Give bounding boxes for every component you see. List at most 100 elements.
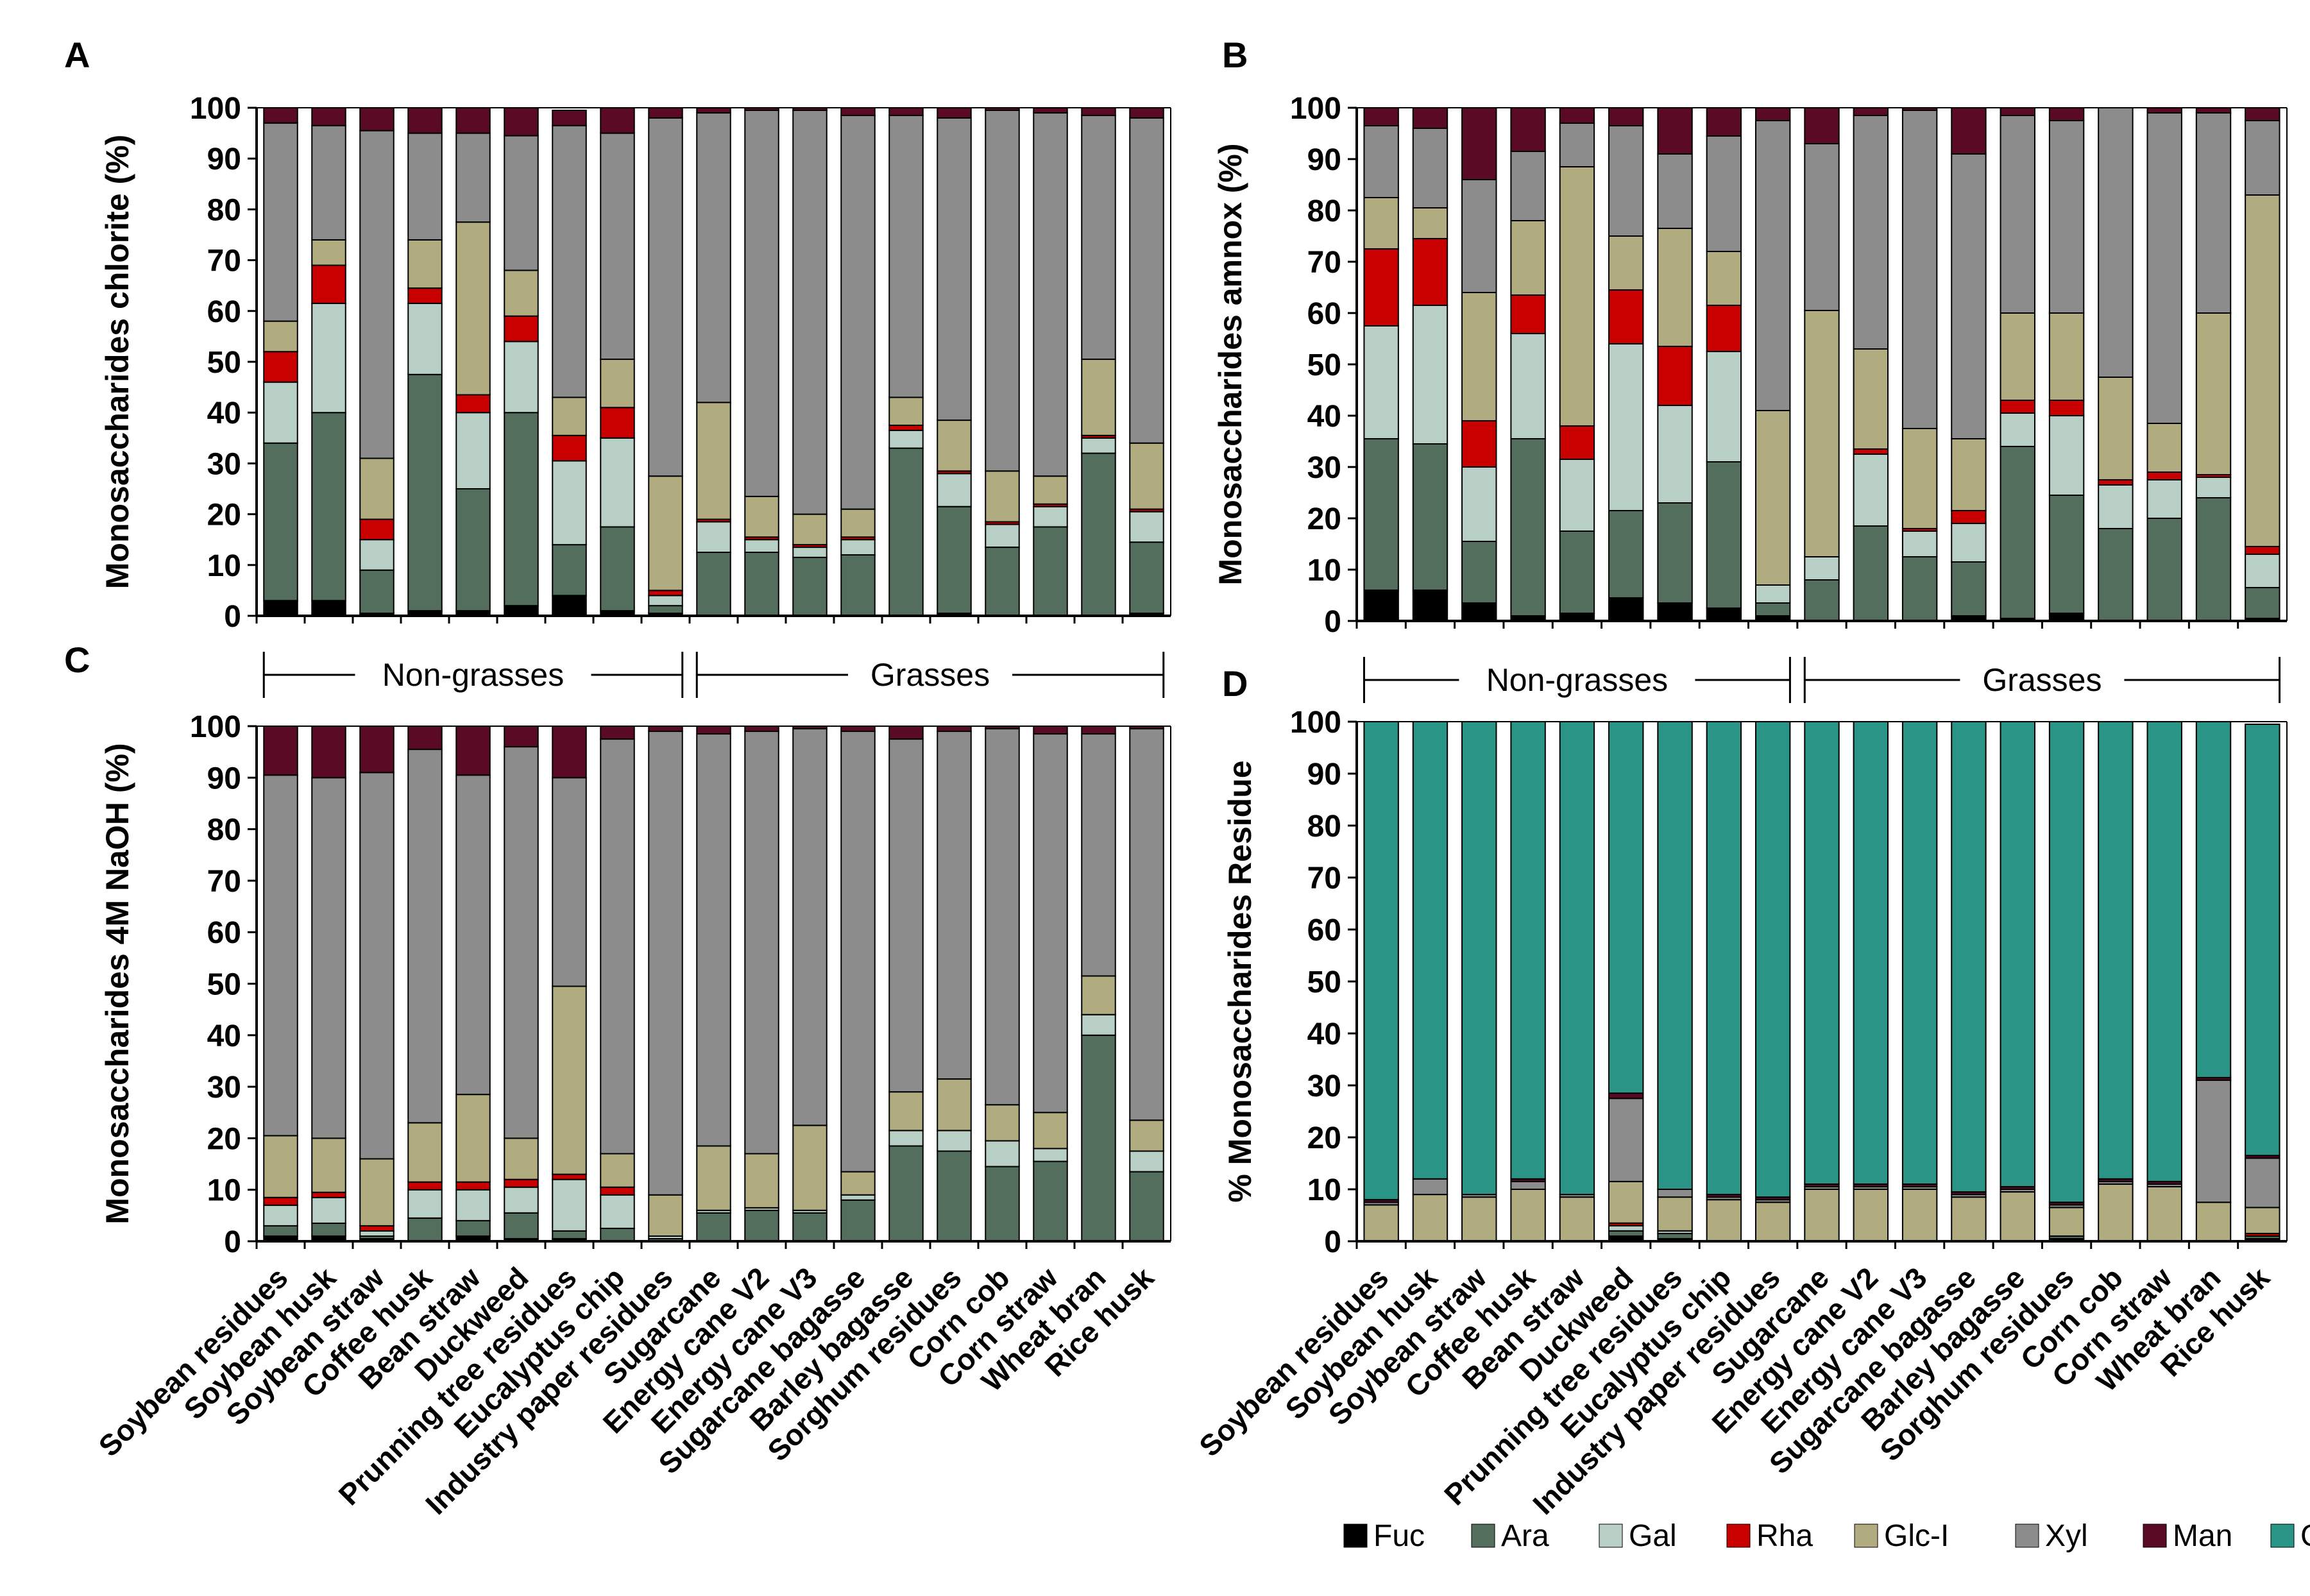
y-tick-label: 10 (207, 549, 241, 583)
legend-label: Gal (1629, 1519, 1677, 1553)
y-tick-label: 60 (1307, 913, 1341, 947)
bar-segment-glc-i (1608, 235, 1644, 291)
bar-segment-xyl (1608, 125, 1644, 237)
bar-segment-glc-i (455, 1094, 491, 1183)
bar-segment-ara (744, 1209, 779, 1242)
y-tick-label: 50 (207, 968, 241, 1002)
bar-segment-glc-i (1412, 207, 1448, 239)
bar-segment-glc-i (648, 1194, 683, 1237)
bar-segment-xyl (744, 109, 779, 497)
y-tick-label: 90 (207, 142, 241, 176)
bar-segment-glc-i (1081, 359, 1116, 436)
bar-segment-xyl (648, 731, 683, 1196)
bar-segment-glc-i (455, 221, 491, 396)
bar-segment-fuc (263, 600, 298, 616)
bar-segment-glc-i (888, 396, 924, 427)
bar-segment-rha (504, 1178, 539, 1188)
bar-segment-xyl (888, 114, 924, 398)
legend-label: Rha (1756, 1519, 1813, 1553)
legend-swatch (2270, 1524, 2295, 1548)
bar-segment-xyl (1081, 114, 1116, 361)
y-tick-label: 20 (207, 1122, 241, 1156)
bar-segment-ara (985, 547, 1020, 617)
bar-segment-glc-ii (1608, 721, 1644, 1094)
legend-item-glc-i: Glc-I (1854, 1519, 1949, 1553)
bar-segment-xyl (2195, 112, 2232, 314)
bar-segment-ara (1363, 438, 1399, 591)
bar-segment-man (600, 726, 635, 740)
bar-segment-glc-i (1129, 1119, 1164, 1152)
bar-segment-glc-i (1804, 1189, 1840, 1242)
y-tick-label: 50 (1307, 348, 1341, 382)
bar-segment-xyl (1129, 117, 1164, 444)
legend-label: Glc-II (2300, 1519, 2310, 1553)
bar-segment-man (1559, 107, 1595, 124)
bar-segment-gal (1951, 523, 1987, 563)
bar-segment-gal (2098, 484, 2134, 529)
bar-segment-fuc (1461, 602, 1497, 622)
bar-segment-gal (888, 429, 924, 449)
bar-segment-gal (937, 473, 972, 507)
bar-segment-fuc (311, 600, 346, 616)
bar-segment-ara (1129, 1171, 1164, 1242)
bar-segment-glc-i (504, 269, 539, 317)
legend-swatch (1471, 1524, 1495, 1548)
group-label: Grasses (870, 657, 990, 693)
bar-segment-ara (696, 1212, 731, 1242)
y-tick-label: 20 (1307, 1121, 1341, 1155)
legend-item-man: Man (2143, 1519, 2232, 1553)
bar-segment-gal (455, 412, 491, 490)
bar-segment-glc-i (744, 1153, 779, 1209)
y-tick-label: 90 (1307, 143, 1341, 177)
bar-segment-gal (1033, 1148, 1068, 1162)
bar-segment-ara (455, 488, 491, 612)
bar-segment-ara (1559, 531, 1595, 614)
bar-segment-rha (2245, 546, 2280, 555)
y-tick-label: 70 (1307, 246, 1341, 280)
bar-segment-ara (263, 442, 298, 602)
bar-segment-xyl (2048, 120, 2085, 314)
bar-segment-glc-i (792, 1125, 828, 1211)
bar-segment-rha (455, 394, 491, 414)
y-axis-label: Monosaccharides 4M NaOH (%) (99, 743, 135, 1224)
y-tick-label: 60 (207, 916, 241, 950)
bar-segment-gal (407, 1189, 443, 1219)
bar-segment-gal (1559, 459, 1595, 532)
bar-segment-xyl (1657, 153, 1693, 229)
bar-segment-ara (455, 1219, 491, 1237)
y-tick-label: 20 (1307, 502, 1341, 536)
bar-segment-man (1608, 107, 1644, 126)
bar-segment-ara (1608, 510, 1644, 598)
bar-segment-xyl (504, 135, 539, 271)
bar-segment-ara (1510, 438, 1546, 616)
bar-segment-man (1853, 107, 1889, 116)
bar-segment-man (311, 107, 346, 126)
bar-segment-glc-i (1901, 428, 1938, 529)
bar-segment-gal (696, 521, 731, 553)
legend-label: Fuc (1373, 1519, 1425, 1553)
bar-segment-gal (2000, 412, 2035, 447)
bar-segment-ara (840, 554, 876, 617)
bar-segment-glc-i (1412, 1194, 1448, 1242)
bar-segment-ara (1033, 526, 1068, 617)
bar-segment-xyl (744, 731, 779, 1155)
bar-segment-glc-i (407, 1122, 443, 1183)
bar-segment-glc-ii (1510, 721, 1546, 1180)
group-bracket-non-grasses: Non-grasses (262, 652, 684, 698)
group-bracket-grasses: Grasses (1803, 657, 2281, 703)
bar-segment-glc-ii (2146, 721, 2182, 1182)
bar-segment-glc-i (1706, 1199, 1742, 1242)
y-tick-label: 100 (190, 710, 241, 744)
bar-segment-xyl (311, 777, 346, 1139)
bar-segment-glc-i (407, 239, 443, 289)
group-bracket-non-grasses: Non-grasses (1363, 657, 1791, 703)
bar-segment-gal (1510, 333, 1546, 439)
bar-segment-glc-i (1804, 310, 1840, 557)
bar-segment-gal (263, 381, 298, 444)
bar-segment-ara (1657, 1232, 1693, 1239)
bar-segment-ara (407, 1217, 443, 1242)
y-tick-label: 40 (207, 396, 241, 430)
bar-segment-gal (2195, 477, 2232, 498)
bar-segment-man (1657, 107, 1693, 155)
bar-segment-gal (744, 539, 779, 554)
